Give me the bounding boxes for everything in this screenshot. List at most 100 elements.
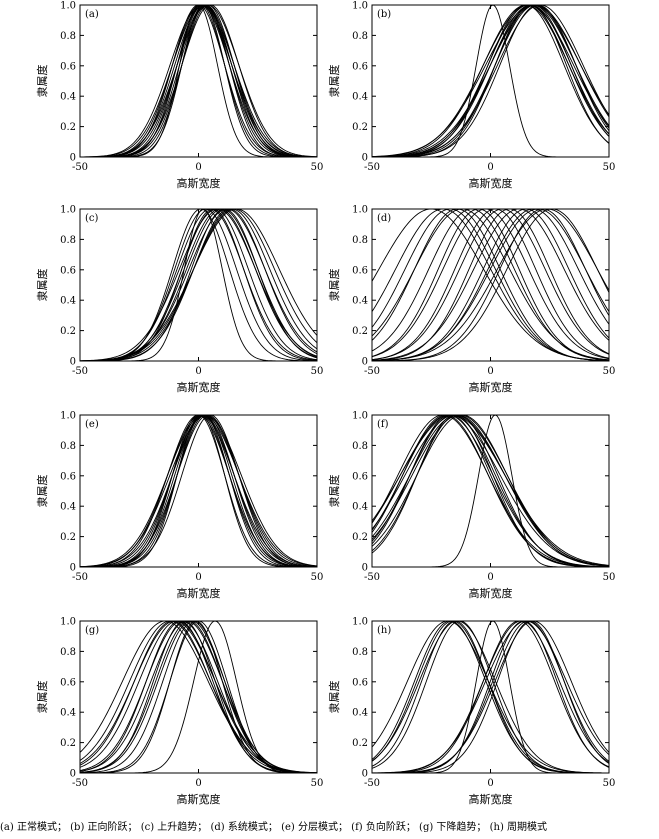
- y-tick-label-b-5: 1.0: [352, 1, 368, 12]
- y-tick-label-c-4: 0.8: [60, 235, 76, 246]
- y-tick-label-e-4: 0.8: [60, 441, 76, 452]
- x-tick-label-c-2: 50: [311, 366, 324, 377]
- x-axis-label-h: 高斯宽度: [469, 792, 513, 806]
- y-tick-label-h-1: 0.2: [352, 738, 368, 749]
- x-tick-label-h-1: 0: [487, 778, 493, 789]
- y-tick-label-d-0: 0: [362, 357, 368, 368]
- x-tick-label-g-2: 50: [311, 778, 324, 789]
- y-tick-label-g-5: 1.0: [60, 617, 76, 628]
- series-line-d-5: [372, 209, 609, 361]
- series-line-e-7: [80, 415, 317, 567]
- y-tick-label-h-2: 0.4: [352, 708, 368, 719]
- x-tick-label-d-2: 50: [603, 366, 616, 377]
- series-line-a-6: [80, 5, 317, 157]
- series-line-f-8: [372, 415, 609, 567]
- series-line-g-14: [80, 621, 317, 773]
- series-line-e-12: [80, 415, 317, 567]
- x-tick-label-c-0: -50: [72, 366, 88, 377]
- y-tick-label-e-5: 1.0: [60, 411, 76, 422]
- caption-item-e: (e) 分层模式；: [281, 822, 348, 833]
- series-line-f-0: [372, 415, 609, 567]
- x-axis-label-c: 高斯宽度: [177, 380, 221, 394]
- panel-label-d: (d): [377, 213, 391, 224]
- series-line-a-13: [80, 5, 317, 157]
- x-tick-label-f-1: 0: [487, 572, 493, 583]
- series-line-f-12: [372, 415, 609, 567]
- y-axis-label-a: 隶属度: [35, 65, 49, 98]
- x-tick-label-b-0: -50: [364, 162, 380, 173]
- series-line-e-13: [80, 415, 317, 567]
- x-tick-label-a-0: -50: [72, 162, 88, 173]
- y-tick-label-h-3: 0.6: [352, 677, 368, 688]
- x-tick-label-f-0: -50: [364, 572, 380, 583]
- x-tick-label-f-2: 50: [603, 572, 616, 583]
- x-tick-label-e-2: 50: [311, 572, 324, 583]
- series-line-a-4: [80, 5, 317, 157]
- y-tick-label-d-2: 0.4: [352, 296, 368, 307]
- series-line-e-9: [80, 415, 317, 567]
- x-axis-label-b: 高斯宽度: [469, 176, 513, 190]
- y-axis-label-h: 隶属度: [327, 681, 341, 714]
- series-line-d-11: [372, 209, 609, 361]
- series-line-e-6: [80, 415, 317, 567]
- caption-item-f: (f) 负向阶跃；: [351, 822, 416, 833]
- curves-a: [80, 5, 317, 157]
- series-line-h-6: [372, 621, 609, 773]
- y-tick-label-a-1: 0.2: [60, 122, 76, 133]
- y-tick-label-b-4: 0.8: [352, 31, 368, 42]
- y-axis-label-d: 隶属度: [327, 269, 341, 302]
- panel-label-a: (a): [85, 9, 99, 20]
- series-line-e-3: [80, 415, 317, 567]
- y-tick-label-g-1: 0.2: [60, 738, 76, 749]
- series-line-a-5: [80, 5, 317, 157]
- y-axis-label-g: 隶属度: [35, 681, 49, 714]
- x-tick-label-d-0: -50: [364, 366, 380, 377]
- series-line-f-13: [372, 415, 609, 567]
- x-tick-label-d-1: 0: [487, 366, 493, 377]
- y-tick-label-c-1: 0.2: [60, 326, 76, 337]
- y-tick-label-g-0: 0: [70, 769, 76, 780]
- y-tick-label-g-2: 0.4: [60, 708, 76, 719]
- y-tick-label-b-0: 0: [362, 153, 368, 164]
- x-tick-label-b-2: 50: [603, 162, 616, 173]
- series-line-d-14: [372, 209, 609, 361]
- y-tick-label-e-3: 0.6: [60, 471, 76, 482]
- y-tick-label-e-1: 0.2: [60, 532, 76, 543]
- series-line-a-0: [80, 5, 317, 157]
- plot-frame-e: [79, 414, 318, 568]
- x-tick-label-c-1: 0: [195, 366, 201, 377]
- y-tick-label-h-0: 0: [362, 769, 368, 780]
- curves-g: [80, 621, 317, 773]
- y-tick-label-f-3: 0.6: [352, 471, 368, 482]
- series-line-g-12: [80, 621, 317, 773]
- series-line-a-12: [80, 5, 317, 157]
- series-line-e-10: [80, 415, 317, 567]
- y-tick-label-c-5: 1.0: [60, 205, 76, 216]
- series-line-c-9: [80, 209, 317, 361]
- series-line-a-2: [80, 5, 317, 157]
- x-tick-label-h-2: 50: [603, 778, 616, 789]
- y-tick-label-a-5: 1.0: [60, 1, 76, 12]
- y-tick-label-a-3: 0.6: [60, 61, 76, 72]
- y-tick-label-b-3: 0.6: [352, 61, 368, 72]
- series-line-g-7: [80, 621, 317, 773]
- panel-label-f: (f): [377, 419, 389, 430]
- plot-frame-a: [79, 4, 318, 158]
- y-axis-label-f: 隶属度: [327, 475, 341, 508]
- y-tick-label-b-1: 0.2: [352, 122, 368, 133]
- series-line-c-13: [80, 209, 317, 361]
- series-line-d-17: [372, 209, 609, 361]
- panel-label-b: (b): [377, 9, 391, 20]
- caption-item-d: (d) 系统模式；: [210, 822, 278, 833]
- x-tick-label-g-0: -50: [72, 778, 88, 789]
- series-line-b-13: [372, 5, 609, 157]
- series-line-f-7: [372, 415, 609, 567]
- series-line-f-10: [372, 415, 609, 567]
- series-line-b-11: [372, 5, 609, 157]
- series-line-b-8: [372, 5, 609, 157]
- series-line-e-11: [80, 415, 317, 567]
